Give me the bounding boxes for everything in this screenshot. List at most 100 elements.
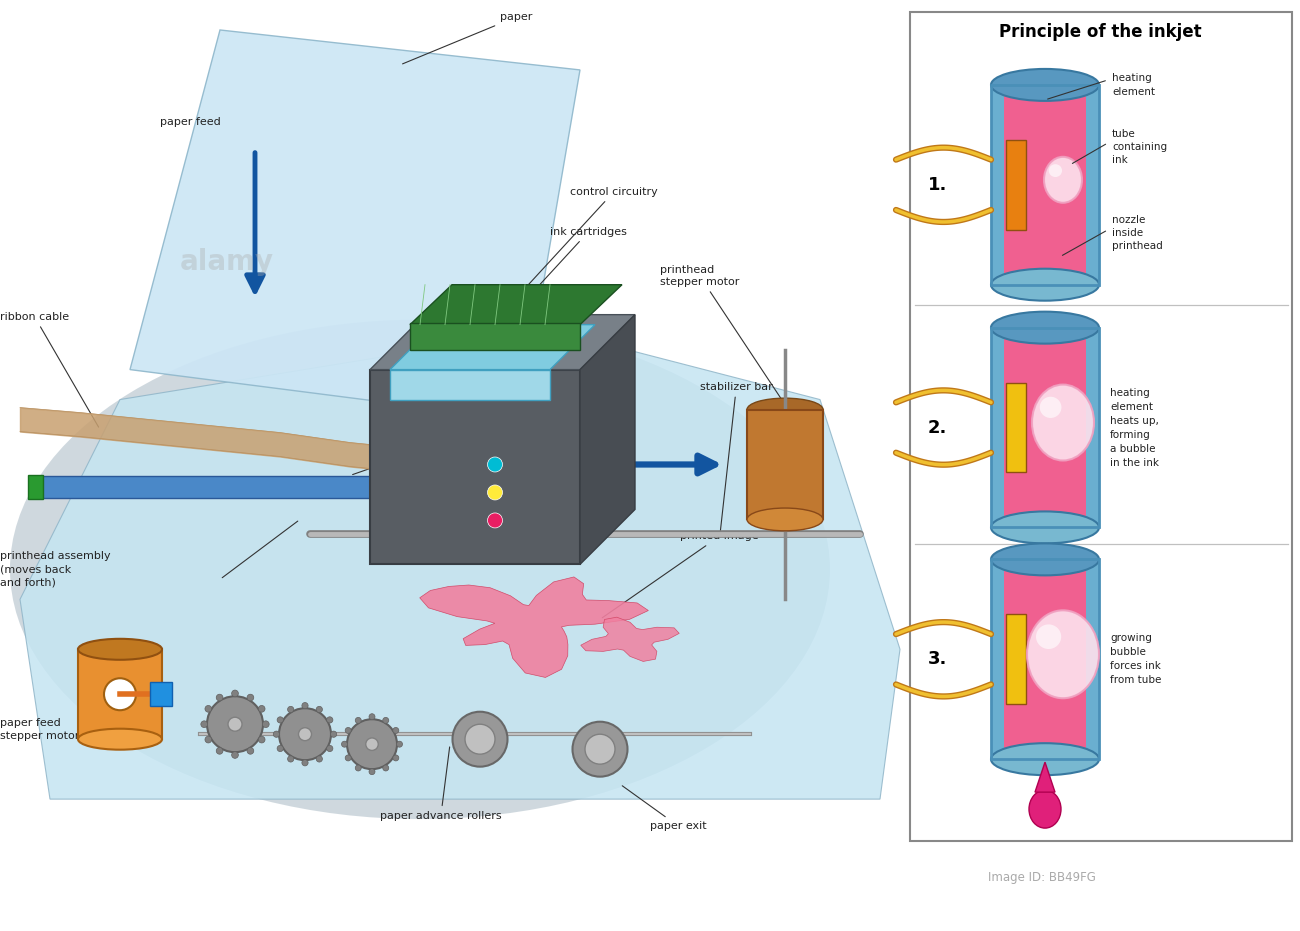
Text: www.alamy.com: www.alamy.com xyxy=(988,900,1109,913)
Text: alamy: alamy xyxy=(480,434,555,453)
Circle shape xyxy=(200,721,208,727)
Text: paper feed: paper feed xyxy=(160,117,221,127)
Circle shape xyxy=(302,703,308,708)
Ellipse shape xyxy=(1032,385,1095,461)
Ellipse shape xyxy=(991,269,1098,301)
Polygon shape xyxy=(20,330,900,799)
Ellipse shape xyxy=(991,544,1098,575)
Circle shape xyxy=(302,760,308,766)
Bar xyxy=(1006,614,1026,704)
Polygon shape xyxy=(410,285,621,325)
Polygon shape xyxy=(581,617,680,661)
Circle shape xyxy=(346,755,351,761)
Circle shape xyxy=(326,746,333,751)
Text: ribbon cable: ribbon cable xyxy=(0,312,99,427)
Polygon shape xyxy=(580,315,634,564)
Bar xyxy=(1004,85,1086,285)
Text: 1.: 1. xyxy=(928,176,948,194)
Bar xyxy=(35,477,520,498)
Text: tube
containing
ink: tube containing ink xyxy=(1112,128,1167,165)
Circle shape xyxy=(369,769,374,775)
Circle shape xyxy=(259,706,265,712)
Ellipse shape xyxy=(299,728,312,741)
Bar xyxy=(1086,560,1098,759)
Ellipse shape xyxy=(227,717,242,731)
Ellipse shape xyxy=(347,720,396,769)
Text: alamy: alamy xyxy=(55,872,168,905)
Bar xyxy=(29,476,43,499)
Text: growing
bubble
forces ink
from tube: growing bubble forces ink from tube xyxy=(1110,633,1161,685)
Text: printhead
stepper motor: printhead stepper motor xyxy=(660,265,784,402)
Ellipse shape xyxy=(1044,156,1082,203)
Ellipse shape xyxy=(991,312,1098,344)
Circle shape xyxy=(287,707,294,712)
Circle shape xyxy=(247,748,254,754)
Bar xyxy=(991,328,1098,528)
Circle shape xyxy=(263,721,269,727)
Text: Principle of the inkjet: Principle of the inkjet xyxy=(998,23,1201,41)
Ellipse shape xyxy=(991,511,1098,544)
Circle shape xyxy=(316,756,322,762)
Text: heating
element
heats up,
forming
a bubble
in the ink: heating element heats up, forming a bubb… xyxy=(1110,387,1160,467)
Text: alamy: alamy xyxy=(179,248,274,276)
Bar xyxy=(1006,140,1026,230)
Text: 3.: 3. xyxy=(928,650,948,668)
Bar xyxy=(390,370,550,399)
Ellipse shape xyxy=(78,729,162,749)
Bar xyxy=(910,12,1292,841)
Text: nozzle
inside
printhead: nozzle inside printhead xyxy=(1112,214,1162,251)
Text: paper feed
stepper motor: paper feed stepper motor xyxy=(0,718,79,741)
Bar xyxy=(78,649,162,739)
Circle shape xyxy=(277,746,283,751)
Ellipse shape xyxy=(1036,625,1061,649)
Circle shape xyxy=(396,741,403,748)
Bar xyxy=(370,370,580,564)
Circle shape xyxy=(585,735,615,764)
Circle shape xyxy=(488,457,503,472)
Ellipse shape xyxy=(572,722,628,776)
Bar xyxy=(1004,328,1086,528)
Text: ink cartridges: ink cartridges xyxy=(482,227,627,347)
Circle shape xyxy=(355,718,361,723)
Ellipse shape xyxy=(747,398,823,421)
Circle shape xyxy=(277,717,283,723)
Circle shape xyxy=(326,717,333,723)
Text: paper: paper xyxy=(403,12,533,64)
Bar xyxy=(991,560,1098,759)
Circle shape xyxy=(355,765,361,771)
Circle shape xyxy=(216,748,224,754)
Text: printed image: printed image xyxy=(602,532,759,618)
Circle shape xyxy=(104,679,136,710)
Bar xyxy=(991,560,1004,759)
Circle shape xyxy=(231,690,238,696)
Polygon shape xyxy=(370,315,634,370)
Ellipse shape xyxy=(280,708,332,761)
Bar xyxy=(991,85,1098,285)
Bar xyxy=(1006,383,1026,473)
Circle shape xyxy=(488,513,503,528)
Ellipse shape xyxy=(1027,611,1098,698)
Ellipse shape xyxy=(10,319,829,819)
Circle shape xyxy=(393,755,399,761)
Circle shape xyxy=(488,485,503,500)
Bar xyxy=(991,85,1004,285)
Circle shape xyxy=(382,765,389,771)
Text: heating
element: heating element xyxy=(1112,74,1154,97)
Polygon shape xyxy=(1035,762,1056,792)
Circle shape xyxy=(273,731,280,737)
Circle shape xyxy=(316,707,322,712)
Circle shape xyxy=(330,731,337,737)
Circle shape xyxy=(346,727,351,734)
Polygon shape xyxy=(130,30,580,420)
Circle shape xyxy=(216,695,224,701)
Ellipse shape xyxy=(207,696,263,752)
Circle shape xyxy=(231,751,238,759)
Circle shape xyxy=(369,714,374,720)
Ellipse shape xyxy=(1030,790,1061,828)
Text: Image ID: BB49FG: Image ID: BB49FG xyxy=(988,871,1096,884)
Bar xyxy=(1004,560,1086,759)
Ellipse shape xyxy=(991,743,1098,776)
Circle shape xyxy=(247,695,254,701)
Ellipse shape xyxy=(1049,164,1062,177)
Text: paper exit: paper exit xyxy=(623,786,707,831)
